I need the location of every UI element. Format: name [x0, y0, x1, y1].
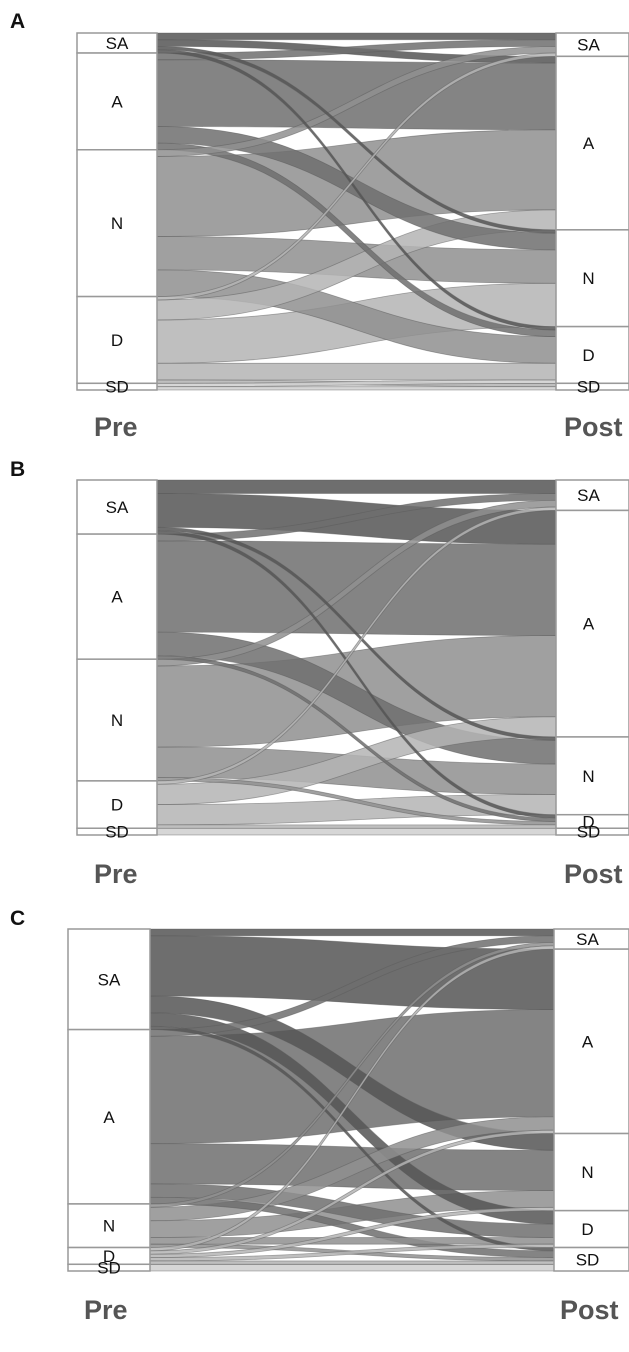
flow-sa-to-a — [149, 935, 555, 1010]
flow-sa-to-sa — [156, 479, 557, 494]
pre-label-a: A — [103, 1108, 115, 1127]
post-label-sd: SD — [576, 1250, 600, 1269]
pre-node-sd — [76, 827, 158, 836]
pre-node-sa — [76, 479, 158, 535]
post-label-sd: SD — [577, 823, 601, 842]
pre-label-d: D — [111, 331, 123, 350]
pre-label-n: N — [103, 1217, 115, 1236]
alluvial-chart-a: SA SA A A N N D D SD SD — [76, 32, 629, 397]
pre-label-sd: SD — [97, 1259, 121, 1278]
post-label-n: N — [582, 269, 594, 288]
post-node-a — [555, 55, 629, 231]
pre-node-sd — [76, 382, 158, 391]
flow-sd-to-sd — [149, 1263, 555, 1272]
pre-axis-title: Pre — [94, 412, 138, 442]
panel-letter: A — [10, 10, 26, 33]
post-node-d — [555, 325, 629, 385]
pre-label-n: N — [111, 711, 123, 730]
pre-label-sd: SD — [105, 378, 129, 397]
post-axis-title: Post — [560, 1295, 619, 1325]
flow-a-to-a — [156, 59, 557, 131]
post-node-sd — [555, 827, 629, 836]
pre-node-d — [76, 295, 158, 385]
nodes — [76, 479, 629, 836]
pre-node-sd — [67, 1263, 151, 1272]
panel-c: C SA SA A A N N D D SD SD Pre Post — [0, 907, 629, 1352]
pre-label-d: D — [103, 1247, 115, 1266]
post-node-n — [553, 1132, 629, 1212]
flow-d-to-sd — [149, 1260, 555, 1265]
flow-sa-to-sa — [156, 32, 557, 41]
post-axis-title: Post — [564, 412, 623, 442]
post-label-sa: SA — [576, 930, 599, 949]
post-label-sa: SA — [577, 36, 600, 55]
post-label-n: N — [582, 767, 594, 786]
pre-label-sa: SA — [106, 34, 129, 53]
post-node-sd — [555, 382, 629, 391]
panel-letter: C — [10, 907, 26, 930]
flows — [156, 32, 557, 391]
post-label-d: D — [581, 1220, 593, 1239]
nodes — [67, 928, 629, 1272]
post-label-a: A — [582, 1032, 594, 1051]
post-node-sd — [553, 1246, 629, 1272]
post-label-d: D — [582, 812, 594, 831]
flow-d-to-d — [156, 362, 557, 381]
pre-label-a: A — [111, 92, 123, 111]
pre-axis-title: Pre — [84, 1295, 128, 1325]
pre-label-sd: SD — [105, 823, 129, 842]
pre-node-a — [76, 533, 158, 660]
flow-sd-to-sd — [156, 827, 557, 836]
pre-node-sa — [67, 928, 151, 1031]
flows — [149, 928, 555, 1272]
pre-node-a — [76, 52, 158, 151]
nodes — [76, 32, 629, 391]
pre-label-n: N — [111, 214, 123, 233]
pre-label-a: A — [111, 588, 123, 607]
post-label-a: A — [583, 615, 595, 634]
pre-label-sa: SA — [98, 970, 121, 989]
panel-b: B SA SA A A N N D D SD SD Pre Post — [0, 458, 629, 903]
flow-d-to-d — [156, 824, 557, 829]
flow-sa-to-sa — [149, 928, 555, 937]
post-label-sa: SA — [577, 486, 600, 505]
pre-label-sa: SA — [106, 498, 129, 517]
panel-letter: B — [10, 458, 26, 481]
flow-a-to-a — [156, 540, 557, 636]
post-label-d: D — [582, 346, 594, 365]
post-node-n — [555, 736, 629, 816]
pre-axis-title: Pre — [94, 859, 138, 889]
flow-sd-to-sd — [156, 386, 557, 391]
flows — [156, 479, 557, 836]
panel-a: A SA SA A A N N D D SD SD Pre Post — [0, 10, 629, 455]
post-label-sd: SD — [577, 378, 601, 397]
pre-node-n — [76, 149, 158, 298]
post-label-n: N — [581, 1163, 593, 1182]
pre-node-a — [67, 1028, 151, 1205]
post-label-a: A — [583, 134, 595, 153]
pre-node-d — [76, 780, 158, 829]
pre-label-d: D — [111, 796, 123, 815]
pre-node-n — [76, 658, 158, 782]
post-node-sa — [555, 479, 629, 512]
post-axis-title: Post — [564, 859, 623, 889]
